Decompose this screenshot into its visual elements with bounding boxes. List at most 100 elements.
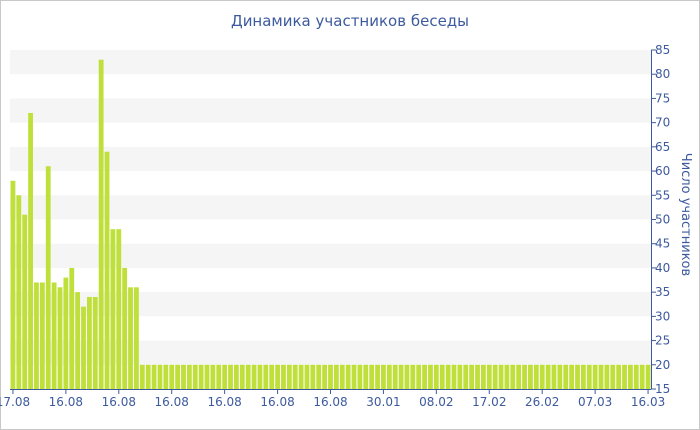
bar[interactable]: [110, 229, 116, 389]
bar[interactable]: [439, 364, 445, 389]
bar[interactable]: [57, 287, 63, 389]
bar[interactable]: [604, 364, 610, 389]
bar[interactable]: [81, 306, 86, 389]
bar[interactable]: [269, 364, 275, 389]
bar[interactable]: [463, 364, 469, 389]
bar[interactable]: [16, 195, 22, 389]
bar[interactable]: [504, 364, 510, 389]
bar[interactable]: [386, 364, 392, 389]
bar[interactable]: [157, 364, 163, 389]
bar[interactable]: [163, 364, 169, 389]
bar[interactable]: [633, 364, 639, 389]
bar[interactable]: [239, 364, 245, 389]
bar[interactable]: [416, 364, 422, 389]
bar[interactable]: [339, 364, 345, 389]
bar[interactable]: [498, 364, 504, 389]
bar[interactable]: [610, 364, 616, 389]
bar[interactable]: [263, 364, 269, 389]
bar[interactable]: [622, 364, 627, 389]
bar[interactable]: [539, 364, 545, 389]
bar[interactable]: [175, 364, 181, 389]
bar[interactable]: [251, 364, 257, 389]
bar[interactable]: [522, 364, 527, 389]
bar[interactable]: [475, 364, 480, 389]
bar[interactable]: [186, 364, 192, 389]
bar[interactable]: [392, 364, 398, 389]
bar[interactable]: [281, 364, 286, 389]
bar[interactable]: [169, 364, 175, 389]
bar[interactable]: [322, 364, 328, 389]
bar[interactable]: [563, 364, 569, 389]
bar[interactable]: [292, 364, 298, 389]
bar[interactable]: [228, 364, 233, 389]
bar[interactable]: [204, 364, 210, 389]
bar[interactable]: [216, 364, 222, 389]
bar[interactable]: [139, 364, 145, 389]
bar[interactable]: [480, 364, 486, 389]
bar[interactable]: [528, 364, 533, 389]
bar[interactable]: [398, 364, 404, 389]
bar[interactable]: [104, 151, 110, 389]
bar[interactable]: [34, 282, 39, 389]
bar[interactable]: [310, 364, 316, 389]
bar[interactable]: [575, 364, 580, 389]
bar[interactable]: [98, 59, 104, 389]
bar[interactable]: [69, 267, 75, 389]
bar[interactable]: [492, 364, 498, 389]
bar[interactable]: [363, 364, 369, 389]
bar[interactable]: [151, 364, 157, 389]
bar[interactable]: [286, 364, 292, 389]
bar[interactable]: [592, 364, 598, 389]
bar[interactable]: [28, 112, 33, 390]
bar[interactable]: [469, 364, 475, 389]
bar[interactable]: [639, 364, 645, 389]
bar[interactable]: [580, 364, 586, 389]
bar[interactable]: [145, 364, 151, 389]
bar[interactable]: [533, 364, 539, 389]
bar[interactable]: [586, 364, 592, 389]
bar[interactable]: [422, 364, 427, 389]
bar[interactable]: [134, 287, 139, 389]
bar[interactable]: [181, 364, 186, 389]
bar[interactable]: [298, 364, 304, 389]
bar[interactable]: [557, 364, 563, 389]
bar[interactable]: [128, 287, 133, 389]
bar[interactable]: [192, 364, 198, 389]
bar[interactable]: [569, 364, 575, 389]
bar[interactable]: [428, 364, 433, 389]
bar[interactable]: [510, 364, 516, 389]
bar[interactable]: [516, 364, 522, 389]
bar[interactable]: [375, 364, 380, 389]
bar[interactable]: [86, 296, 92, 389]
bar[interactable]: [22, 214, 28, 389]
bar[interactable]: [645, 364, 651, 389]
bar[interactable]: [210, 364, 216, 389]
bar[interactable]: [598, 364, 604, 389]
bar[interactable]: [222, 364, 228, 389]
bar[interactable]: [404, 364, 410, 389]
bar[interactable]: [628, 364, 633, 389]
bar[interactable]: [316, 364, 322, 389]
bar[interactable]: [357, 364, 363, 389]
bar[interactable]: [275, 364, 280, 389]
bar[interactable]: [381, 364, 386, 389]
bar[interactable]: [333, 364, 339, 389]
bar[interactable]: [551, 364, 557, 389]
bar[interactable]: [234, 364, 239, 389]
bar[interactable]: [328, 364, 333, 389]
bar[interactable]: [116, 229, 122, 389]
bar[interactable]: [486, 364, 492, 389]
bar[interactable]: [45, 166, 51, 389]
bar[interactable]: [51, 282, 57, 389]
bar[interactable]: [39, 282, 45, 389]
bar[interactable]: [457, 364, 463, 389]
bar[interactable]: [304, 364, 310, 389]
bar[interactable]: [410, 364, 416, 389]
bar[interactable]: [75, 292, 81, 389]
bar[interactable]: [616, 364, 622, 389]
bar[interactable]: [122, 267, 128, 389]
bar[interactable]: [10, 180, 16, 389]
bar[interactable]: [369, 364, 375, 389]
bar[interactable]: [433, 364, 439, 389]
bar[interactable]: [92, 296, 98, 389]
